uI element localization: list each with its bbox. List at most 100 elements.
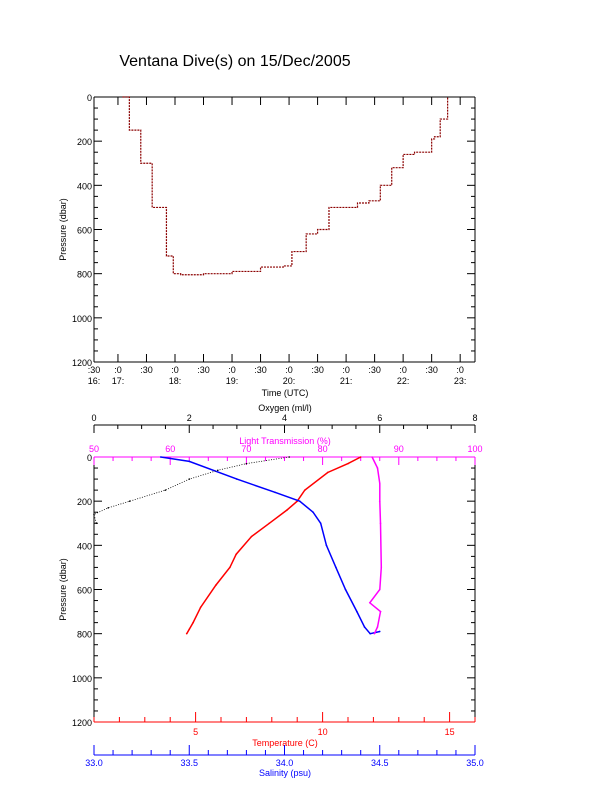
point-oxygen (164, 489, 167, 491)
point-salinity (319, 522, 322, 525)
light-tick-label: 50 (89, 444, 99, 454)
point-temperature (304, 489, 306, 491)
point-light (378, 482, 381, 485)
y-tick-label: 600 (77, 226, 92, 236)
x-tick-label: :0 (399, 365, 407, 375)
oxygen-tick-label: 4 (282, 413, 287, 423)
series-pressure-line (122, 96, 449, 276)
salinity-tick-label: 34.5 (371, 758, 389, 768)
point-temperature (347, 462, 349, 465)
salinity-tick-label: 34.0 (276, 758, 294, 768)
y-tick-label: 1000 (72, 314, 92, 324)
salinity-axis-label: Salinity (psu) (259, 768, 311, 778)
oxygen-tick-label: 0 (91, 413, 96, 423)
point-salinity (378, 630, 381, 633)
point-oxygen (93, 513, 95, 516)
point-light (378, 500, 381, 502)
point-salinity (344, 588, 347, 591)
point-salinity (274, 491, 276, 494)
point-salinity (312, 511, 314, 514)
point-salinity (236, 478, 238, 480)
point-salinity (363, 626, 366, 628)
point-light (373, 632, 376, 635)
point-temperature (188, 628, 191, 631)
y-tick-label: 1200 (72, 358, 92, 368)
point-light (376, 626, 379, 628)
temperature-axis-label: Temperature (C) (252, 738, 318, 748)
light-tick-label: 80 (318, 444, 328, 454)
x-tick-label: :30 (425, 365, 438, 375)
point-salinity (159, 456, 162, 458)
point-temperature (326, 471, 329, 474)
light-tick-label: 60 (165, 444, 175, 454)
salinity-tick-label: 33.0 (85, 758, 103, 768)
oxygen-tick-label: 6 (377, 413, 382, 423)
point-light (371, 456, 373, 458)
point-temperature (235, 553, 238, 555)
x-tick-label: 21: (340, 376, 353, 386)
series-oxygen-line (93, 456, 290, 524)
x-tick-label: :0 (456, 365, 464, 375)
x-tick-label: :0 (171, 365, 179, 375)
series-temperature-line (186, 456, 362, 635)
y-tick-label: 800 (77, 270, 92, 280)
light-axis-label: Light Transmission (%) (239, 436, 331, 446)
point-temperature (250, 535, 253, 538)
light-tick-label: 100 (467, 444, 482, 454)
chart-title: Ventana Dive(s) on 15/Dec/2005 (119, 53, 350, 70)
light-tick-label: 90 (394, 444, 404, 454)
oxygen-tick-label: 8 (472, 413, 477, 423)
x-tick-label: :30 (140, 365, 153, 375)
point-salinity (188, 460, 191, 463)
point-light (379, 610, 382, 613)
x-tick-label: :30 (368, 365, 381, 375)
x-tick-label: 23: (454, 376, 467, 386)
y-tick-label: 600 (77, 586, 92, 596)
x-axis-label: Time (UTC) (262, 388, 309, 398)
point-temperature (359, 456, 362, 458)
point-oxygen (128, 500, 131, 502)
x-tick-label: :30 (254, 365, 267, 375)
temperature-tick-label: 5 (193, 727, 198, 737)
point-salinity (325, 544, 328, 547)
y-tick-label: 0 (87, 93, 92, 103)
x-tick-label: :0 (114, 365, 122, 375)
series-salinity-line (160, 456, 380, 635)
y-tick-label: 400 (77, 541, 92, 551)
profile-plot: 0 200 400 600 800 1000 1200 Pressure (dbar) 0 2 4 6… (58, 403, 484, 778)
salinity-tick-label: 35.0 (466, 758, 484, 768)
point-temperature (286, 509, 288, 511)
x-tick-label: :30 (311, 365, 324, 375)
point-light (379, 522, 382, 525)
y-tick-label: 1200 (72, 718, 92, 728)
y-tick-label: 200 (77, 497, 92, 507)
point-light (369, 601, 371, 604)
x-tick-label: 22: (397, 376, 410, 386)
point-temperature (229, 566, 231, 569)
x-tick-label: :30 (88, 365, 101, 375)
y-tick-label: 200 (77, 137, 92, 147)
oxygen-tick-label: 2 (187, 413, 192, 423)
point-oxygen (245, 462, 248, 465)
x-tick-label: 19: (226, 376, 239, 386)
x-tick-label: :0 (285, 365, 293, 375)
point-oxygen (288, 456, 291, 458)
y-axis-label: Pressure (dbar) (58, 198, 68, 261)
salinity-tick-label: 33.5 (180, 758, 198, 768)
point-light (376, 467, 379, 469)
point-temperature (268, 522, 271, 525)
point-salinity (298, 500, 301, 502)
x-tick-label: 16: (88, 376, 101, 386)
point-temperature (185, 632, 188, 635)
point-salinity (356, 610, 358, 613)
x-tick-label: 20: (283, 376, 296, 386)
temperature-tick-label: 10 (318, 727, 328, 737)
oxygen-axis-label: Oxygen (ml/l) (258, 403, 312, 413)
point-light (380, 566, 383, 569)
x-tick-label: :0 (342, 365, 350, 375)
point-salinity (335, 566, 337, 569)
point-oxygen (107, 506, 110, 509)
point-temperature (192, 621, 194, 624)
